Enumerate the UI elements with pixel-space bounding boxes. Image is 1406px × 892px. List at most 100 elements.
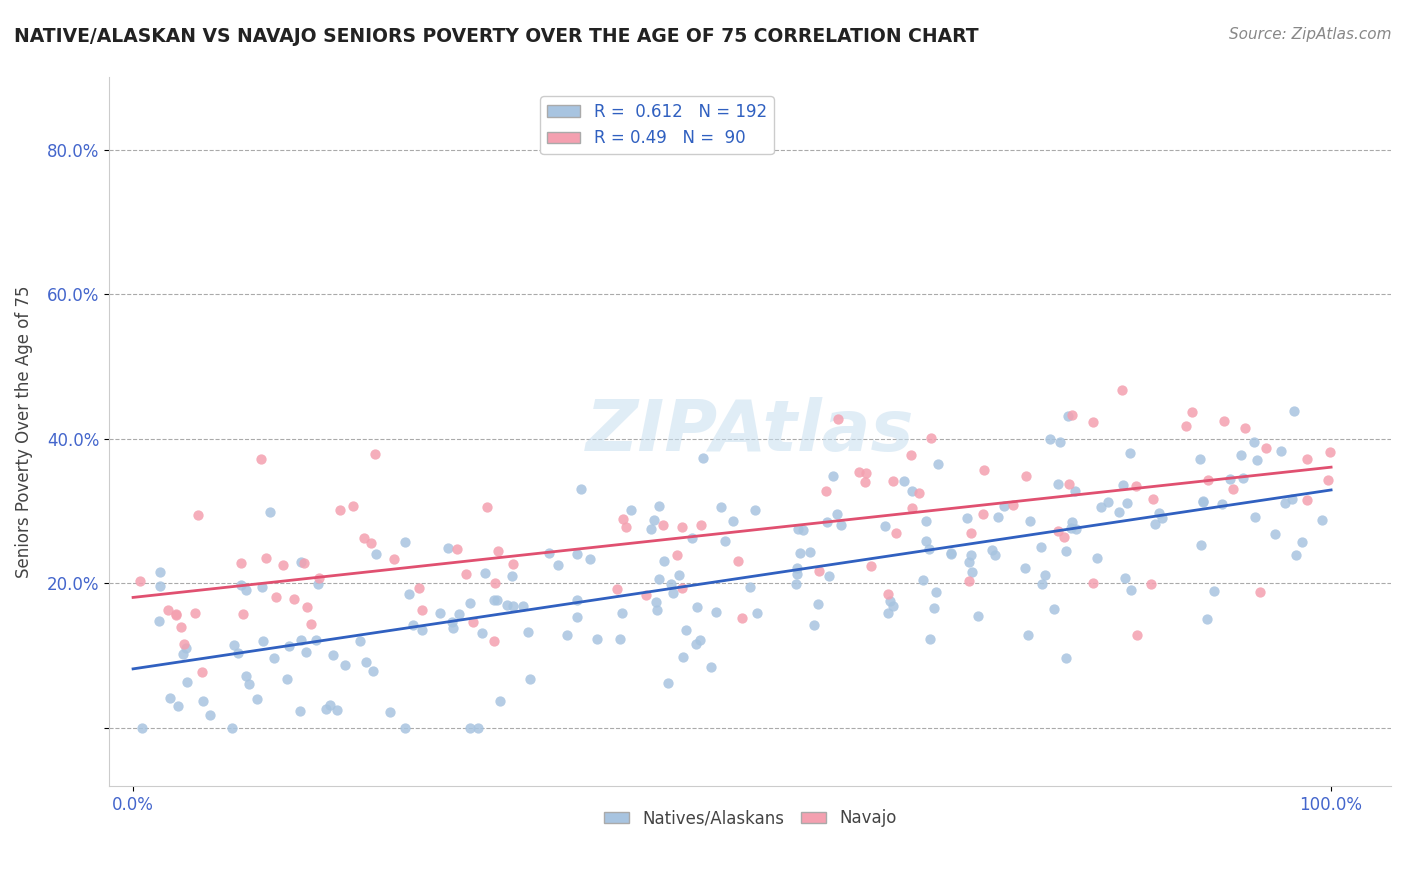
Point (920, 431, 942, 445)
Point (612, 607, 634, 621)
Point (740, 580, 762, 594)
Point (221, 721, 243, 735)
Point (1310, 513, 1333, 527)
Point (1097, 495, 1119, 509)
Point (792, 524, 814, 538)
Point (652, 554, 675, 568)
Point (853, 475, 876, 490)
Point (666, 548, 689, 562)
Point (1031, 577, 1053, 591)
Point (360, 536, 382, 550)
Point (609, 632, 631, 646)
Point (745, 606, 768, 620)
Point (1046, 476, 1069, 491)
Point (1090, 500, 1112, 515)
Point (1243, 434, 1265, 449)
Point (198, 708, 221, 723)
Point (879, 594, 901, 608)
Point (645, 595, 668, 609)
Point (446, 542, 468, 557)
Point (224, 638, 246, 652)
Point (1189, 452, 1212, 467)
Point (463, 615, 485, 630)
Point (1116, 496, 1139, 510)
Point (661, 576, 683, 591)
Text: Source: ZipAtlas.com: Source: ZipAtlas.com (1229, 27, 1392, 42)
Point (818, 568, 841, 582)
Point (456, 566, 478, 581)
Point (475, 500, 498, 515)
Point (1175, 419, 1198, 434)
Point (361, 664, 384, 678)
Point (329, 502, 352, 516)
Point (1062, 515, 1084, 529)
Point (184, 607, 207, 621)
Point (1142, 491, 1164, 506)
Point (1114, 571, 1136, 585)
Point (671, 520, 693, 534)
Point (555, 628, 578, 642)
Point (648, 500, 671, 514)
Point (165, 608, 187, 623)
Point (586, 632, 609, 646)
Point (378, 705, 401, 719)
Point (458, 721, 481, 735)
Point (190, 665, 212, 680)
Point (1014, 561, 1036, 575)
Point (1291, 535, 1313, 549)
Point (960, 548, 983, 562)
Point (315, 702, 337, 716)
Point (290, 704, 312, 718)
Point (226, 646, 249, 660)
Point (652, 517, 675, 532)
Point (927, 457, 949, 471)
Point (815, 515, 838, 529)
Point (295, 600, 318, 615)
Point (512, 599, 534, 613)
Point (1282, 404, 1305, 418)
Point (496, 598, 519, 612)
Point (484, 592, 506, 607)
Point (918, 632, 941, 647)
Point (537, 547, 560, 561)
Point (704, 605, 727, 619)
Point (519, 673, 541, 687)
Point (827, 411, 849, 425)
Y-axis label: Seniors Poverty Over the Age of 75: Seniors Poverty Over the Age of 75 (15, 285, 32, 578)
Point (1296, 493, 1319, 508)
Point (606, 582, 628, 597)
Point (128, 574, 150, 589)
Point (980, 543, 1002, 558)
Text: NATIVE/ALASKAN VS NAVAJO SENIORS POVERTY OVER THE AGE OF 75 CORRELATION CHART: NATIVE/ALASKAN VS NAVAJO SENIORS POVERTY… (14, 27, 979, 45)
Point (1144, 516, 1167, 531)
Point (131, 721, 153, 735)
Point (232, 607, 254, 622)
Point (231, 556, 253, 570)
Point (616, 520, 638, 534)
Point (333, 658, 356, 673)
Point (914, 514, 936, 528)
Point (259, 505, 281, 519)
Point (821, 469, 844, 483)
Point (1002, 498, 1025, 512)
Point (686, 600, 709, 615)
Point (789, 546, 811, 560)
Point (640, 523, 662, 537)
Point (308, 571, 330, 585)
Point (364, 447, 387, 461)
Point (402, 618, 425, 632)
Point (1015, 468, 1038, 483)
Point (967, 609, 990, 624)
Point (1192, 494, 1215, 508)
Point (1019, 514, 1042, 528)
Point (1064, 522, 1087, 536)
Point (884, 525, 907, 540)
Point (972, 507, 994, 521)
Point (436, 541, 458, 556)
Point (429, 606, 451, 620)
Point (620, 503, 643, 517)
Point (283, 591, 305, 606)
Point (565, 592, 588, 607)
Point (290, 633, 312, 648)
Point (263, 650, 285, 665)
